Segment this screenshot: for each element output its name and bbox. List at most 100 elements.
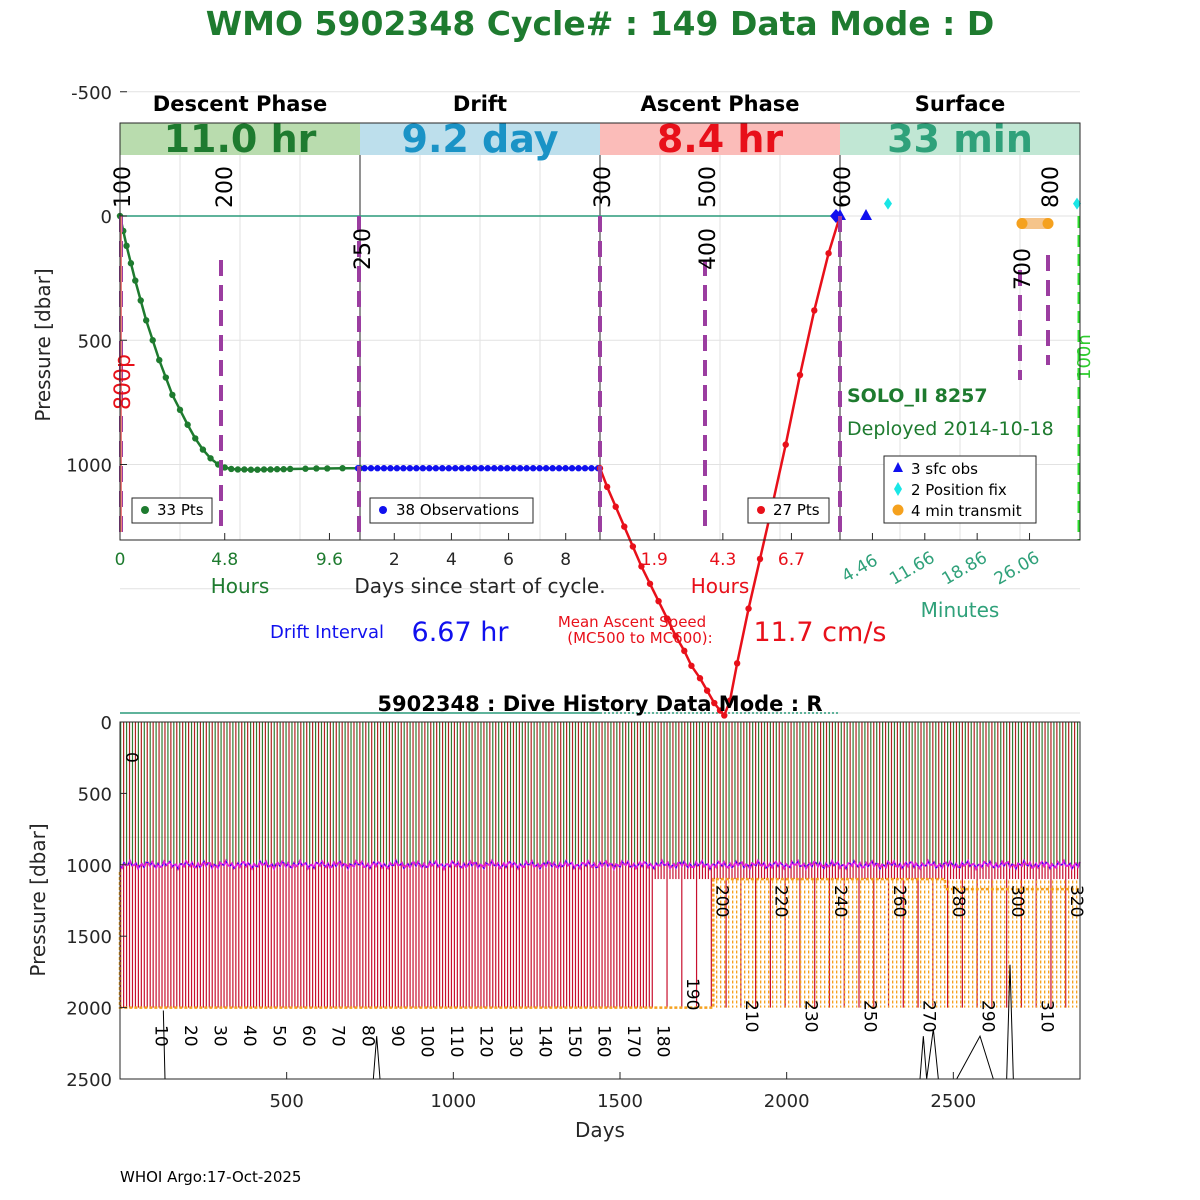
- cycle-number-label: 40: [239, 1025, 259, 1047]
- cycle-number-label: 30: [210, 1025, 230, 1047]
- cycle-number-label: 310: [1037, 1000, 1057, 1032]
- history-title: 5902348 : Dive History Data Mode : R: [377, 692, 822, 716]
- drift-point: [510, 465, 517, 472]
- drift-point: [549, 465, 556, 472]
- ascent-speed-value: 11.7 cm/s: [753, 617, 886, 648]
- drift-point: [484, 465, 491, 472]
- cycle-x-tick-label: 6.7: [778, 550, 805, 570]
- phase-duration: 9.2 day: [402, 117, 559, 161]
- drift-point: [419, 465, 427, 472]
- phase-heading: Descent Phase: [153, 92, 327, 116]
- history-x-tick-label: 500: [269, 1091, 303, 1112]
- cycle-number-label: 70: [328, 1025, 348, 1047]
- position-fix-label: 2 Position fix: [911, 481, 1007, 499]
- ascent-point: [638, 563, 645, 570]
- cycle-x-axis-label: Hours: [691, 574, 750, 598]
- cycle-x-tick-label: 1.9: [641, 550, 668, 570]
- phase-band: [840, 123, 1080, 155]
- drift-interval-label: Drift Interval: [270, 622, 384, 643]
- phase-duration: 33 min: [887, 117, 1033, 161]
- history-y-tick-label: 2500: [66, 1070, 112, 1091]
- ascent-point: [646, 580, 654, 587]
- cycle-number-label: 190: [682, 978, 702, 1010]
- ascent-legend: 27 Pts: [747, 497, 830, 524]
- ascent-point: [796, 371, 804, 379]
- cycle-number-label: 130: [505, 1025, 525, 1057]
- ascent-point: [721, 712, 728, 719]
- descent-point: [162, 374, 170, 381]
- phase-band: [600, 123, 840, 155]
- mission-code-label: 100n: [1074, 334, 1095, 380]
- drift-point: [568, 465, 576, 472]
- drift-interval-value: 6.67 hr: [412, 617, 510, 648]
- descent-legend-label: 33 Pts: [157, 501, 204, 519]
- cycle-x-axis-label: Days since start of cycle.: [354, 574, 605, 598]
- ascent-point: [782, 441, 789, 448]
- mission-code-label: 500: [696, 166, 721, 208]
- ascent-point: [711, 699, 718, 707]
- drift-point: [497, 465, 504, 472]
- descent-point: [339, 465, 346, 472]
- transmit-marker: [892, 504, 904, 516]
- cycle-number-label: 150: [564, 1025, 584, 1057]
- phase-heading: Ascent Phase: [641, 92, 800, 116]
- cycle-number-label: 320: [1066, 885, 1086, 917]
- drift-point: [575, 465, 582, 472]
- float-model: SOLO_II 8257: [847, 385, 988, 407]
- drift-point: [471, 465, 478, 472]
- history-y-tick-label: 500: [78, 784, 112, 805]
- descent-point: [273, 466, 281, 473]
- drift-point: [555, 465, 563, 472]
- cycle-number-label: 250: [859, 1000, 879, 1032]
- drift-point: [374, 465, 381, 472]
- history-panel: 5902348 : Dive History Data Mode : R 0 10…: [26, 692, 1086, 1142]
- mission-code-label: 700: [1011, 248, 1036, 290]
- cycle-number-label: 50: [269, 1025, 289, 1047]
- cycle-number-label: 300: [1007, 885, 1027, 917]
- descent-point: [260, 466, 268, 473]
- cycle-y-label: Pressure [dbar]: [31, 268, 55, 421]
- cycle-number-label: 110: [446, 1025, 466, 1057]
- cycle-y-tick-label: 1000: [66, 456, 112, 477]
- cycle-number-label: 180: [653, 1025, 673, 1057]
- ascent-point: [733, 660, 741, 667]
- drift-point: [542, 465, 550, 472]
- mission-code-label: 800: [1039, 166, 1064, 208]
- cycle-number-label: 20: [180, 1025, 200, 1047]
- sfc-obs-label: 3 sfc obs: [911, 460, 978, 478]
- descent-point: [267, 466, 274, 473]
- cycle-y-tick-label: -500: [71, 83, 112, 104]
- drift-point: [529, 465, 537, 472]
- cycle-number-label: 200: [712, 885, 732, 917]
- descent-point: [228, 465, 235, 473]
- descent-point: [280, 466, 287, 473]
- cycle-x-tick-label: 4.3: [709, 550, 736, 570]
- transmit-point: [1042, 217, 1054, 229]
- ascent-point: [612, 503, 619, 510]
- drift-point: [413, 465, 420, 472]
- drift-point: [380, 465, 388, 472]
- history-x-tick-label: 1000: [430, 1091, 476, 1112]
- history-x-axis: 500 1000 1500 2000 2500: [269, 1072, 976, 1112]
- phase-duration: 8.4 hr: [657, 117, 784, 161]
- mission-code-label: 200: [213, 166, 238, 208]
- cycle-y-axis: -500 0 500 1000: [66, 83, 127, 477]
- history-x-tick-label: 2500: [930, 1091, 976, 1112]
- ascent-legend-marker: [757, 506, 765, 514]
- cycle-x-tick-label: 4: [446, 550, 457, 570]
- descent-point: [247, 466, 255, 473]
- ascent-point: [703, 687, 711, 694]
- descent-legend: 33 Pts: [131, 497, 213, 524]
- cycle-x-tick-label: 18.86: [939, 548, 991, 590]
- history-y-tick-label: 1000: [66, 856, 112, 877]
- bottom-contact-trace: [162, 964, 1014, 1080]
- descent-point: [241, 466, 248, 473]
- cycle-x-tick-label: 4.46: [839, 551, 882, 587]
- surface-legend: 3 sfc obs 2 Position fix 4 min transmit: [883, 455, 1037, 524]
- mission-code-lines: 100 200 250 300 400 500 600 700 800 800p 100n: [111, 166, 1095, 540]
- history-bars: [118, 722, 1081, 1080]
- descent-point: [156, 356, 163, 364]
- position-fix-point: [884, 197, 892, 210]
- mission-code-label: 600: [831, 166, 856, 208]
